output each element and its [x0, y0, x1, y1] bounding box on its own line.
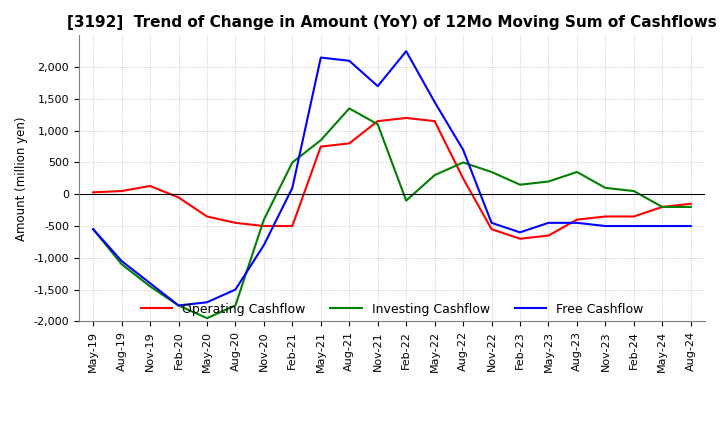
Free Cashflow: [288, 185, 297, 191]
Investing Cashflow: [459, 160, 467, 165]
Free Cashflow: [601, 224, 610, 229]
Free Cashflow: [402, 48, 410, 54]
Investing Cashflow: [345, 106, 354, 111]
Operating Cashflow: [601, 214, 610, 219]
Investing Cashflow: [686, 204, 695, 209]
Operating Cashflow: [202, 214, 211, 219]
Free Cashflow: [572, 220, 581, 225]
Investing Cashflow: [231, 303, 240, 308]
Investing Cashflow: [145, 284, 154, 289]
Operating Cashflow: [572, 217, 581, 222]
Operating Cashflow: [658, 204, 667, 209]
Operating Cashflow: [487, 227, 496, 232]
Free Cashflow: [345, 58, 354, 63]
Investing Cashflow: [260, 217, 269, 222]
Investing Cashflow: [402, 198, 410, 203]
Investing Cashflow: [544, 179, 553, 184]
Operating Cashflow: [544, 233, 553, 238]
Free Cashflow: [260, 242, 269, 248]
Free Cashflow: [89, 227, 97, 232]
Investing Cashflow: [117, 261, 126, 267]
Free Cashflow: [487, 220, 496, 225]
Free Cashflow: [174, 303, 183, 308]
Free Cashflow: [374, 84, 382, 89]
Operating Cashflow: [231, 220, 240, 225]
Legend: Operating Cashflow, Investing Cashflow, Free Cashflow: Operating Cashflow, Investing Cashflow, …: [135, 298, 648, 321]
Operating Cashflow: [686, 201, 695, 206]
Free Cashflow: [117, 258, 126, 264]
Free Cashflow: [629, 224, 638, 229]
Operating Cashflow: [629, 214, 638, 219]
Operating Cashflow: [260, 224, 269, 229]
Operating Cashflow: [174, 195, 183, 200]
Operating Cashflow: [516, 236, 524, 242]
Operating Cashflow: [402, 115, 410, 121]
Investing Cashflow: [658, 204, 667, 209]
Y-axis label: Amount (million yen): Amount (million yen): [15, 116, 28, 241]
Investing Cashflow: [487, 169, 496, 175]
Investing Cashflow: [374, 122, 382, 127]
Line: Free Cashflow: Free Cashflow: [93, 51, 690, 305]
Investing Cashflow: [516, 182, 524, 187]
Free Cashflow: [658, 224, 667, 229]
Operating Cashflow: [431, 118, 439, 124]
Operating Cashflow: [374, 118, 382, 124]
Investing Cashflow: [174, 303, 183, 308]
Investing Cashflow: [572, 169, 581, 175]
Investing Cashflow: [431, 172, 439, 178]
Operating Cashflow: [117, 188, 126, 194]
Operating Cashflow: [317, 144, 325, 149]
Free Cashflow: [544, 220, 553, 225]
Line: Operating Cashflow: Operating Cashflow: [93, 118, 690, 239]
Investing Cashflow: [89, 227, 97, 232]
Line: Investing Cashflow: Investing Cashflow: [93, 108, 690, 318]
Investing Cashflow: [601, 185, 610, 191]
Free Cashflow: [202, 300, 211, 305]
Free Cashflow: [431, 99, 439, 105]
Investing Cashflow: [288, 160, 297, 165]
Operating Cashflow: [89, 190, 97, 195]
Free Cashflow: [231, 287, 240, 292]
Investing Cashflow: [202, 315, 211, 321]
Investing Cashflow: [317, 138, 325, 143]
Title: [3192]  Trend of Change in Amount (YoY) of 12Mo Moving Sum of Cashflows: [3192] Trend of Change in Amount (YoY) o…: [67, 15, 717, 30]
Operating Cashflow: [145, 183, 154, 189]
Free Cashflow: [459, 147, 467, 152]
Free Cashflow: [317, 55, 325, 60]
Operating Cashflow: [459, 176, 467, 181]
Free Cashflow: [516, 230, 524, 235]
Free Cashflow: [145, 281, 154, 286]
Free Cashflow: [686, 224, 695, 229]
Operating Cashflow: [345, 141, 354, 146]
Operating Cashflow: [288, 224, 297, 229]
Investing Cashflow: [629, 188, 638, 194]
